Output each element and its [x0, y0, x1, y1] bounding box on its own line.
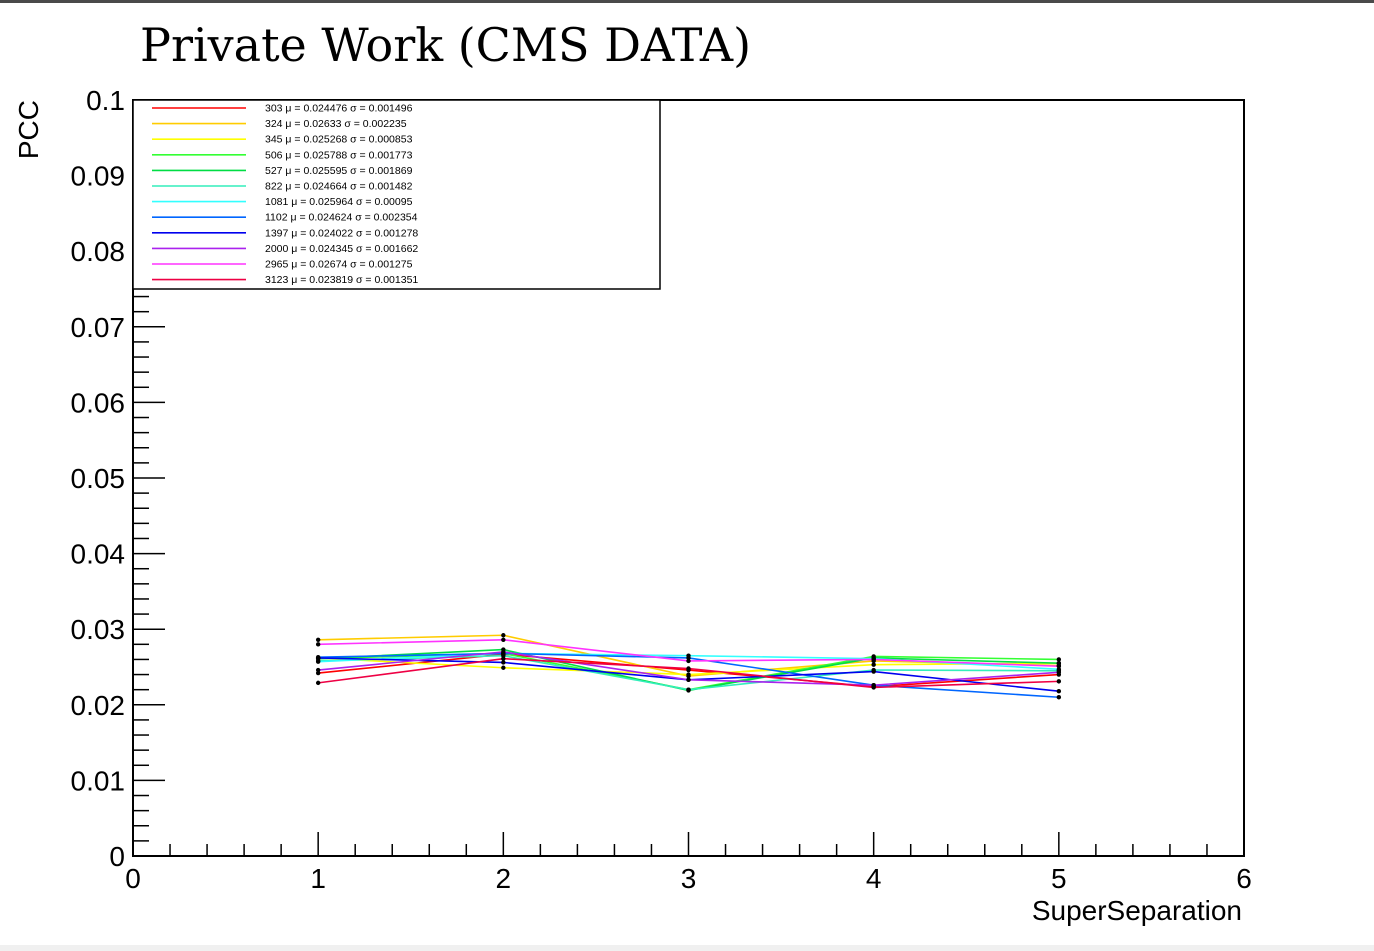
data-point: [686, 658, 691, 664]
y-tick-label: 0.07: [71, 312, 126, 343]
data-point: [1056, 679, 1062, 684]
data-point: [1056, 667, 1062, 672]
legend-label: 1102 μ = 0.024624 σ = 0.002354: [265, 212, 418, 224]
data-point: [501, 656, 506, 661]
y-axis-tick-labels: 0 0.01 0.02 0.03 0.04 0.05 0.06 0.07 0.08 0.09 0.1: [71, 85, 126, 872]
data-point: [315, 667, 321, 673]
legend-label: 506 μ = 0.025788 σ = 0.001773: [265, 149, 413, 161]
data-point: [315, 655, 321, 661]
data-point: [501, 665, 506, 670]
data-point: [871, 662, 876, 667]
legend-label: 1397 μ = 0.024022 σ = 0.001278: [265, 227, 418, 239]
chart-svg: Private Work (CMS DATA) 0 1 2 3 4 5 6 0 0.01 0.0…: [13, 18, 1252, 926]
legend-label: 345 μ = 0.025268 σ = 0.000853: [265, 134, 413, 146]
legend-label: 822 μ = 0.024664 σ = 0.001482: [265, 181, 413, 193]
legend-label: 324 μ = 0.02633 σ = 0.002235: [265, 118, 407, 130]
legend-box: [132, 99, 661, 290]
data-point: [686, 672, 691, 677]
data-point: [1056, 688, 1062, 694]
y-tick-label: 0.03: [71, 614, 126, 645]
y-tick-label: 0.04: [71, 539, 126, 570]
data-point: [871, 669, 876, 674]
y-tick-label: 0.05: [71, 463, 126, 494]
data-point: [686, 677, 691, 683]
x-tick-label: 6: [1236, 863, 1252, 894]
x-axis-ticks: [132, 832, 1245, 856]
data-point: [686, 655, 691, 661]
y-tick-label: 0: [109, 841, 125, 872]
legend: 303 μ = 0.024476 σ = 0.001496 324 μ = 0.0…: [132, 99, 661, 290]
data-point: [501, 637, 506, 642]
data-point: [1056, 657, 1062, 662]
bottom-strip: [0, 945, 1374, 951]
x-axis-tick-labels: 0 1 2 3 4 5 6: [125, 863, 1252, 894]
legend-label: 303 μ = 0.024476 σ = 0.001496: [265, 103, 413, 115]
data-point: [686, 687, 691, 692]
legend-label: 2000 μ = 0.024345 σ = 0.001662: [265, 243, 418, 255]
data-point: [1056, 670, 1062, 675]
y-tick-label: 0.01: [71, 765, 126, 796]
data-point: [1056, 695, 1062, 700]
data-point: [315, 642, 321, 647]
data-point: [315, 637, 321, 642]
data-point: [315, 670, 321, 676]
data-point: [871, 657, 876, 662]
data-point: [1056, 664, 1062, 669]
y-tick-label: 0.08: [71, 236, 126, 267]
x-tick-label: 0: [125, 863, 141, 894]
data-point: [501, 660, 506, 665]
data-point: [1056, 661, 1062, 666]
data-point: [315, 659, 321, 664]
y-tick-label: 0.09: [71, 161, 126, 192]
data-point: [686, 666, 691, 671]
chart-title: Private Work (CMS DATA): [140, 18, 751, 72]
series-layer: [315, 633, 1062, 700]
y-tick-label: 0.1: [86, 85, 125, 116]
data-point: [501, 633, 506, 638]
x-tick-label: 1: [310, 863, 326, 894]
data-point: [871, 685, 876, 690]
legend-label: 3123 μ = 0.023819 σ = 0.001351: [265, 274, 418, 286]
x-tick-label: 5: [1051, 863, 1067, 894]
y-axis-title: PCC: [13, 100, 44, 159]
data-point: [501, 649, 506, 655]
legend-label: 1081 μ = 0.025964 σ = 0.00095: [265, 196, 413, 208]
y-tick-label: 0.06: [71, 387, 126, 418]
legend-entries: 303 μ = 0.024476 σ = 0.001496 324 μ = 0.0…: [152, 103, 418, 286]
data-point: [315, 680, 321, 686]
legend-label: 2965 μ = 0.02674 σ = 0.001275: [265, 259, 413, 271]
legend-label: 527 μ = 0.025595 σ = 0.001869: [265, 165, 413, 177]
x-tick-label: 4: [866, 863, 882, 894]
x-axis-title: SuperSeparation: [1032, 895, 1242, 926]
x-tick-label: 3: [681, 863, 697, 894]
y-tick-label: 0.02: [71, 690, 126, 721]
x-tick-label: 2: [496, 863, 512, 894]
